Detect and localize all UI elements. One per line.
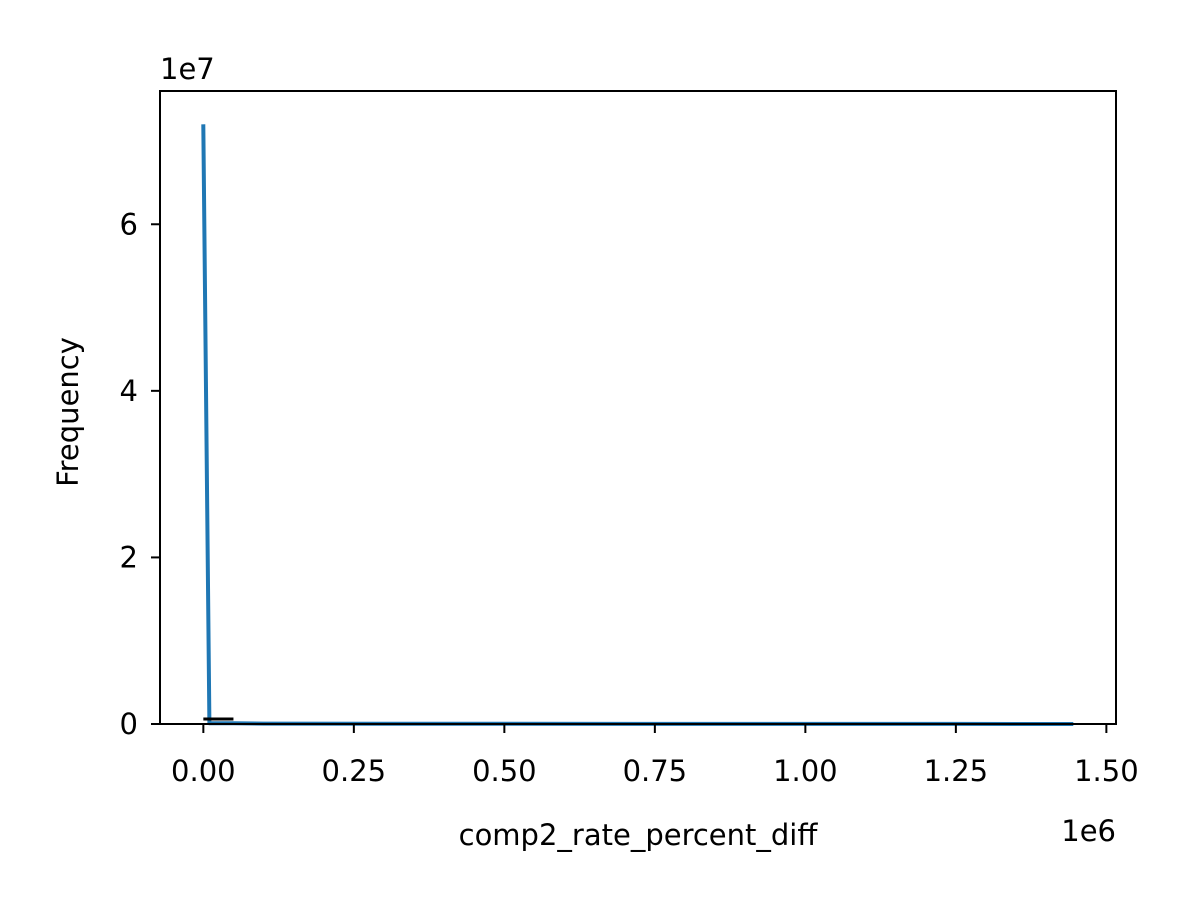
- x-tick-label: 0.75: [623, 754, 688, 788]
- axes-frame: [159, 90, 1117, 725]
- x-axis-label: comp2_rate_percent_diff: [459, 818, 819, 852]
- y-tick-label: 6: [120, 207, 138, 241]
- x-tick-label: 1.00: [773, 754, 838, 788]
- x-tick-label: 0.25: [322, 754, 387, 788]
- x-tick-label: 0.50: [472, 754, 537, 788]
- y-tick-label: 4: [120, 374, 138, 408]
- y-axis-label: Frequency: [51, 337, 85, 487]
- y-tick-label: 2: [120, 540, 138, 574]
- y-tick-label: 0: [120, 707, 138, 741]
- x-tick-label: 1.25: [924, 754, 989, 788]
- x-tick-label: 0.00: [171, 754, 236, 788]
- x-axis-offset-label: 1e6: [1061, 814, 1116, 848]
- y-axis-offset-label: 1e7: [160, 52, 215, 86]
- x-axis-ticks: 0.00 0.25 0.50 0.75 1.00 1.25 1.50: [171, 724, 1139, 788]
- y-axis-ticks: 0 2 4 6: [120, 207, 160, 741]
- x-tick-label: 1.50: [1074, 754, 1139, 788]
